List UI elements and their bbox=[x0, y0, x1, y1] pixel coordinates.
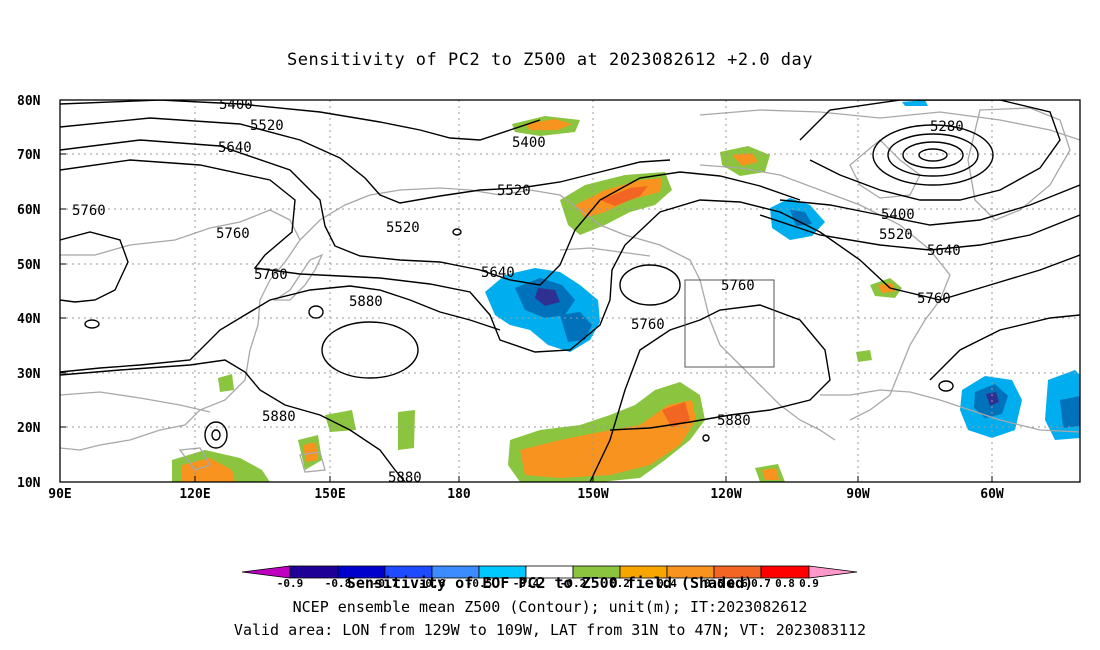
lon-label: 90W bbox=[846, 487, 870, 502]
map-frame bbox=[59, 99, 1081, 483]
colorbar-label: 0.9 bbox=[799, 577, 819, 590]
svg-text:5520: 5520 bbox=[386, 220, 420, 236]
colorbar-label: 0.5 bbox=[704, 577, 724, 590]
svg-text:5760: 5760 bbox=[216, 226, 250, 242]
svg-text:5880: 5880 bbox=[349, 294, 383, 310]
axis-ticks bbox=[60, 99, 993, 482]
lat-label: 80N bbox=[17, 94, 41, 109]
svg-text:5760: 5760 bbox=[254, 267, 288, 283]
svg-text:5760: 5760 bbox=[917, 291, 951, 307]
lat-label: 60N bbox=[17, 203, 41, 218]
chart-title: Sensitivity of PC2 to Z500 at 2023082612… bbox=[286, 50, 813, 70]
svg-text:5760: 5760 bbox=[631, 317, 665, 333]
contour-5520 bbox=[60, 117, 671, 204]
svg-text:5640: 5640 bbox=[481, 265, 515, 281]
lon-label: 120E bbox=[179, 487, 210, 502]
svg-text:5880: 5880 bbox=[262, 409, 296, 425]
lon-label: 120W bbox=[710, 487, 741, 502]
svg-text:5880: 5880 bbox=[388, 470, 422, 486]
caption-shading: Sensitivity of EOF PC2 to Z500 field (Sh… bbox=[346, 574, 754, 592]
colorbar-label: -0.8 bbox=[325, 577, 352, 590]
colorbar-label: -0.6 bbox=[419, 577, 446, 590]
colorbar-label: 0.2 bbox=[610, 577, 630, 590]
lat-label: 50N bbox=[17, 258, 41, 273]
colorbar-label: 0.6 bbox=[728, 577, 748, 590]
caption-contour: NCEP ensemble mean Z500 (Contour); unit(… bbox=[292, 598, 808, 616]
contour-5640 bbox=[60, 139, 801, 286]
colorbar-label: 0.7 bbox=[751, 577, 771, 590]
lat-label: 40N bbox=[17, 312, 41, 327]
svg-text:5880: 5880 bbox=[717, 413, 751, 429]
colorbar: -0.9 -0.8 -0.7 -0.6 -0.5 -0.4 -0.2 0.2 0… bbox=[241, 565, 858, 590]
colorbar-right-arrow bbox=[808, 565, 858, 579]
contour-labels: 5400 5520 5640 5760 5760 5760 5880 5880 … bbox=[72, 97, 964, 486]
svg-text:5400: 5400 bbox=[219, 97, 253, 113]
colorbar-label: -0.2 bbox=[560, 577, 587, 590]
colorbar-label: 0.4 bbox=[657, 577, 677, 590]
svg-text:5520: 5520 bbox=[250, 118, 284, 134]
contour-5760 bbox=[60, 159, 1080, 353]
svg-text:5640: 5640 bbox=[927, 243, 961, 259]
svg-text:5640: 5640 bbox=[218, 140, 252, 156]
coastlines bbox=[60, 107, 1080, 473]
z500-contours bbox=[60, 100, 1080, 482]
colorbar-label: -0.7 bbox=[372, 577, 399, 590]
colorbar-label: -0.4 bbox=[513, 577, 540, 590]
lon-label: 150W bbox=[577, 487, 608, 502]
lat-label: 20N bbox=[17, 421, 41, 436]
lon-label: 60W bbox=[980, 487, 1004, 502]
longitude-labels: 90E 120E 150E 180 150W 120W 90W 60W bbox=[48, 487, 1004, 502]
lon-label: 180 bbox=[447, 487, 471, 502]
colorbar-label: 0.8 bbox=[775, 577, 795, 590]
svg-text:5520: 5520 bbox=[879, 227, 913, 243]
colorbar-labels: -0.9 -0.8 -0.7 -0.6 -0.5 -0.4 -0.2 0.2 0… bbox=[277, 577, 819, 590]
svg-text:5520: 5520 bbox=[497, 183, 531, 199]
lat-label: 70N bbox=[17, 148, 41, 163]
latitude-labels: 80N 70N 60N 50N 40N 30N 20N 10N bbox=[17, 94, 41, 491]
map-grid bbox=[60, 100, 1080, 482]
contour-5880 bbox=[60, 359, 406, 482]
lon-label: 150E bbox=[314, 487, 345, 502]
svg-text:5400: 5400 bbox=[881, 207, 915, 223]
colorbar-label: -0.5 bbox=[466, 577, 493, 590]
lon-label: 90E bbox=[48, 487, 71, 502]
svg-text:5760: 5760 bbox=[72, 203, 106, 219]
valid-area-box bbox=[684, 279, 775, 368]
svg-text:5280: 5280 bbox=[930, 119, 964, 135]
contour-5400 bbox=[60, 100, 541, 141]
svg-text:5400: 5400 bbox=[512, 135, 546, 151]
colorbar-label: -0.9 bbox=[277, 577, 304, 590]
lat-label: 30N bbox=[17, 367, 41, 382]
lat-label: 10N bbox=[17, 476, 41, 491]
svg-text:5760: 5760 bbox=[721, 278, 755, 294]
caption-valid-area: Valid area: LON from 129W to 109W, LAT f… bbox=[233, 621, 867, 639]
